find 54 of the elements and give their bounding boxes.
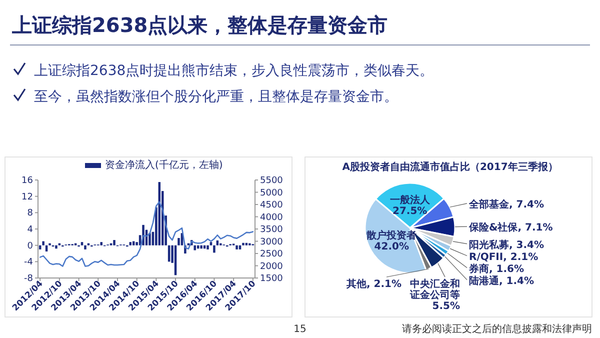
y-tick-label: 8 — [27, 208, 34, 219]
bar — [200, 245, 202, 249]
bar — [148, 233, 151, 246]
bar — [55, 245, 58, 249]
bar — [80, 242, 84, 246]
bar — [129, 242, 132, 246]
bar — [206, 245, 209, 250]
y2-tick-label: 2000 — [260, 262, 284, 272]
bar — [194, 245, 196, 250]
legend-label: 资金净流入(千亿元，左轴) — [105, 159, 223, 171]
y-tick-label: 4 — [27, 225, 34, 235]
text: 请务必阅读正文之后的信息披露和法律声明 — [402, 323, 592, 335]
text: 上证综指2638点以来，整体是存量资金市 — [11, 13, 388, 37]
text: 至今，虽然指数涨但个股分化严重，且整体是存量资金市。 — [34, 89, 398, 105]
y2-tick-label: 2500 — [260, 250, 284, 260]
text: 15 — [294, 324, 306, 335]
slice-label: 全部基金, 7.4% — [468, 198, 544, 210]
slice-label: 保险&社保, 7.1% — [468, 222, 553, 234]
text: 上证综指2638点时提出熊市结束，步入良性震荡市，类似春天。 — [34, 63, 434, 79]
bar — [84, 245, 86, 250]
y2-tick-label: 4500 — [260, 200, 284, 210]
bar — [213, 245, 216, 253]
y2-tick-label: 5000 — [260, 188, 284, 198]
slice-label: 散户投资者 — [366, 230, 417, 242]
y-tick-label: 16 — [22, 176, 34, 186]
y2-tick-label: 3500 — [260, 225, 284, 235]
bar — [245, 242, 248, 246]
slice-label: 中央汇金和证金公司等 — [409, 278, 460, 301]
y2-tick-label: 1500 — [260, 274, 284, 284]
data-label: 27.5% — [392, 206, 428, 217]
slice-label: 一般法人 — [390, 194, 431, 206]
data-label: 42.0% — [374, 242, 410, 253]
y2-tick-label: 3000 — [260, 237, 284, 248]
bar — [42, 241, 44, 246]
slice-label: 其他, 2.1% — [345, 278, 402, 290]
data-label: 5.5% — [432, 301, 460, 312]
slice-label: 券商, 1.6% — [468, 262, 524, 275]
bar — [236, 245, 238, 250]
y-tick-label: -8 — [24, 274, 34, 284]
slice-label: 阳光私募, 3.4% — [469, 238, 544, 251]
slice-label: 陆港通, 1.4% — [469, 274, 534, 287]
y-tick-label: 12 — [22, 192, 33, 202]
line-series — [39, 201, 254, 267]
bar — [113, 240, 116, 246]
slice-label: R/QFII, 2.1% — [469, 252, 538, 263]
bar — [210, 242, 212, 246]
bar — [216, 240, 219, 246]
y2-tick-label: 4000 — [260, 212, 284, 223]
y-tick-label: -4 — [24, 258, 34, 268]
y-tick-label: 0 — [27, 241, 34, 252]
bar — [100, 242, 102, 246]
y2-tick-label: 5500 — [260, 176, 284, 186]
chart-title: A股投资者自由流通市值占比（2017年三季报） — [342, 161, 558, 173]
bar — [242, 242, 244, 246]
